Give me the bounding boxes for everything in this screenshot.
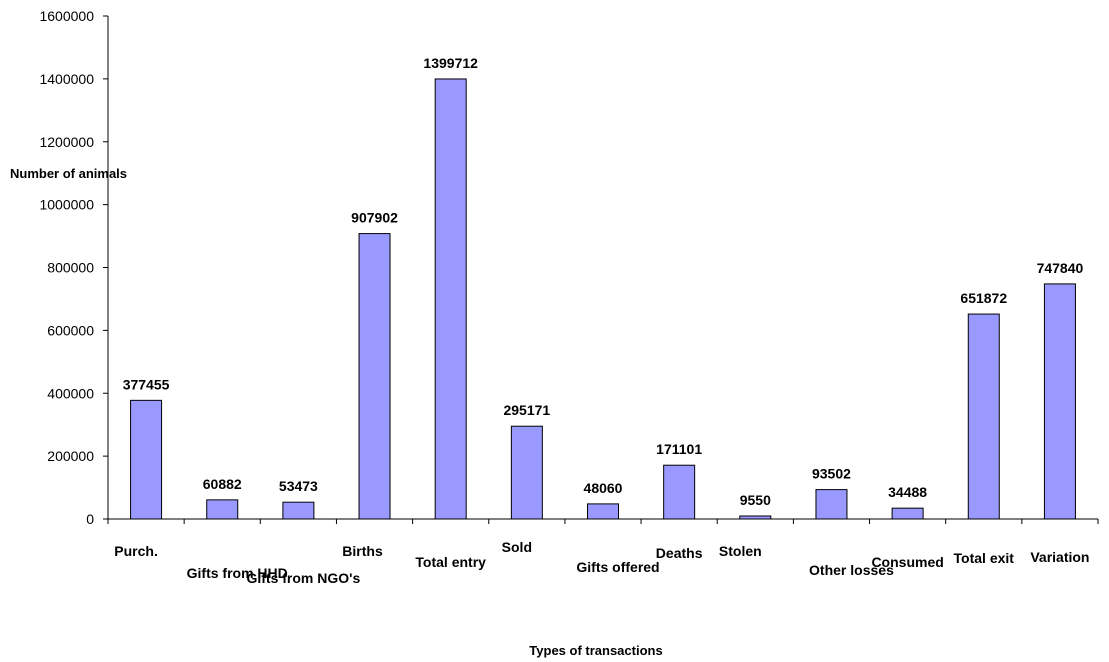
category-label: Purch.: [114, 543, 158, 559]
category-label: Consumed: [871, 554, 943, 570]
data-label: 747840: [1037, 260, 1084, 276]
category-label: Births: [342, 543, 383, 559]
bar: [663, 464, 696, 520]
data-label: 377455: [123, 376, 170, 392]
x-axis-title: Types of transactions: [529, 643, 662, 658]
bar: [282, 501, 315, 520]
data-label: 60882: [203, 476, 242, 492]
y-tick-label: 1200000: [39, 134, 94, 150]
category-label: Total exit: [954, 550, 1015, 566]
bar: [891, 507, 924, 520]
y-tick-label: 0: [86, 511, 94, 527]
category-label: Variation: [1030, 549, 1089, 565]
data-label: 651872: [960, 290, 1007, 306]
bar: [739, 515, 772, 520]
labels-layer: 377455 Purch. 60882 Gifts from HHD 53473 Gift…: [114, 55, 1089, 586]
y-tick-label: 1000000: [39, 197, 94, 213]
category-label: Deaths: [656, 545, 703, 561]
bar: [815, 489, 848, 520]
bar: [510, 425, 543, 520]
category-label: Gifts from HHD: [187, 565, 288, 581]
data-label: 48060: [584, 480, 623, 496]
data-label: 907902: [351, 210, 398, 226]
category-label: Total entry: [415, 554, 486, 570]
y-tick-label: 1400000: [39, 71, 94, 87]
bar: [967, 313, 1000, 520]
category-label: Sold: [502, 539, 532, 555]
category-label: Other losses: [809, 562, 894, 578]
category-label: Stolen: [719, 543, 762, 559]
y-tick-label: 1600000: [39, 8, 94, 24]
data-label: 34488: [888, 484, 927, 500]
bar: [587, 503, 619, 520]
data-label: 9550: [740, 492, 771, 508]
category-label: Gifts offered: [576, 559, 659, 575]
y-tick-label: 400000: [47, 385, 94, 401]
y-tick-label: 200000: [47, 448, 94, 464]
data-label: 1399712: [423, 55, 478, 71]
data-label: 171101: [656, 441, 702, 457]
data-label: 93502: [812, 466, 851, 482]
category-label: Gifts from NGO's: [246, 570, 360, 586]
y-axis-title: Number of animals: [10, 166, 127, 181]
y-tick-label: 800000: [47, 260, 94, 276]
bar: [130, 399, 163, 520]
bars-layer: [130, 78, 1076, 520]
y-tick-label: 600000: [47, 322, 94, 338]
bar: [206, 499, 239, 520]
data-label: 53473: [279, 478, 318, 494]
bar: [1043, 283, 1076, 520]
data-label: 295171: [503, 402, 550, 418]
bar: [434, 78, 467, 520]
bar: [358, 233, 391, 520]
axes-layer: 0 200000 400000 600000 800000 1000000 1200000 1…: [39, 8, 1099, 527]
